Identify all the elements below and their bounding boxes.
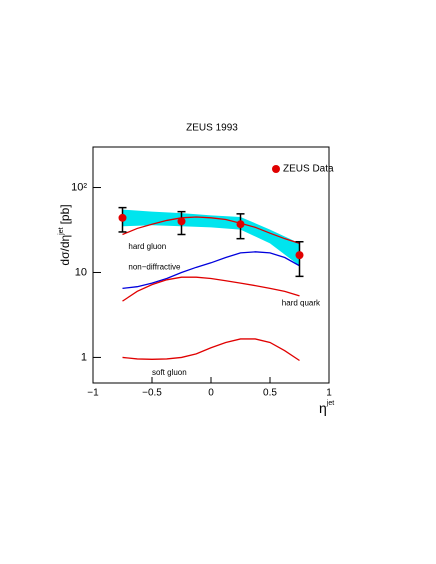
curve	[122, 216, 300, 245]
y-axis-label-main: dσ/dη	[58, 235, 72, 266]
y-tick-label: 10²	[71, 181, 87, 193]
curve	[122, 338, 300, 362]
chart-title: ZEUS 1993	[186, 123, 238, 134]
y-axis-label-unit: [pb]	[58, 204, 72, 224]
x-axis-label-main: η	[319, 400, 327, 416]
data-point	[118, 213, 127, 222]
annotation: hard quark	[282, 299, 321, 308]
data-point	[295, 251, 304, 260]
x-axis-label: ηjet	[319, 400, 334, 416]
y-axis-label-sup: jet	[58, 227, 65, 235]
data-point	[236, 220, 245, 229]
legend-label: ZEUS Data	[283, 164, 334, 175]
band	[122, 209, 300, 266]
annotation: soft gluon	[152, 368, 187, 377]
curve	[122, 276, 300, 302]
curve	[122, 251, 300, 290]
x-tick-label: 0.5	[263, 388, 277, 399]
x-tick-label: 0	[208, 388, 214, 399]
legend-marker	[272, 165, 280, 173]
y-tick-label: 10	[75, 266, 87, 278]
x-tick-label: −0.5	[142, 388, 162, 399]
data-point	[177, 217, 186, 226]
y-axis-label: dσ/dηjet [pb]	[58, 204, 72, 265]
y-tick-label: 1	[81, 351, 87, 363]
x-tick-label: −1	[87, 388, 99, 399]
x-tick-label: 1	[326, 388, 332, 399]
annotation: hard gluon	[128, 242, 166, 251]
annotation: non−diffractive	[128, 262, 181, 271]
x-axis-label-sup: jet	[326, 400, 334, 407]
